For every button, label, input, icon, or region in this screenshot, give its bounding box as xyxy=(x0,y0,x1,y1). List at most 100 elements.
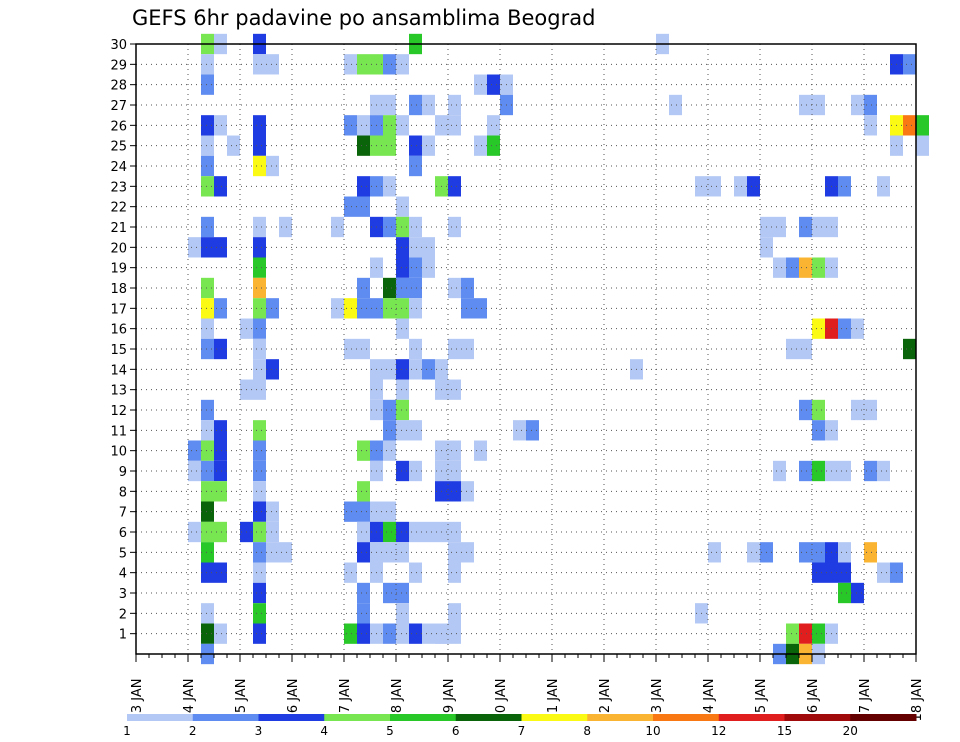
heatmap-cell xyxy=(214,338,227,360)
heatmap-cell xyxy=(201,603,214,624)
heatmap-cell xyxy=(799,460,812,482)
heatmap-cell xyxy=(253,277,266,299)
heatmap-cell xyxy=(253,298,266,319)
heatmap-cell xyxy=(396,623,409,644)
y-tick-label: 19 xyxy=(110,262,127,277)
heatmap-cell xyxy=(201,298,214,319)
heatmap-cell xyxy=(786,257,799,278)
heatmap-cell xyxy=(409,257,422,278)
y-tick-label: 28 xyxy=(110,79,127,94)
y-tick-label: 1 xyxy=(119,628,127,643)
heatmap-cell xyxy=(903,338,916,360)
heatmap-cell xyxy=(253,338,266,360)
heatmap-cell xyxy=(201,623,214,644)
heatmap-cell xyxy=(201,318,214,339)
heatmap-cell xyxy=(201,481,227,502)
heatmap-cell xyxy=(396,582,409,604)
y-tick-label: 12 xyxy=(110,404,127,419)
x-tick-label: 07 JAN xyxy=(338,679,353,722)
heatmap-cell xyxy=(240,379,266,400)
heatmap-cell xyxy=(357,176,370,197)
heatmap-cell xyxy=(253,582,266,604)
heatmap-cell xyxy=(448,216,461,238)
legend-swatch xyxy=(784,714,851,721)
heatmap-cell xyxy=(331,216,344,238)
heatmap-cell xyxy=(877,176,890,197)
heatmap-cell xyxy=(188,521,201,543)
y-tick-label: 24 xyxy=(110,160,127,175)
heatmap-cell xyxy=(396,115,409,136)
heatmap-cell xyxy=(201,115,214,136)
heatmap-cell xyxy=(773,460,786,482)
heatmap-cell xyxy=(799,257,812,278)
legend-label: 20 xyxy=(843,724,858,738)
heatmap-cell xyxy=(396,379,409,400)
heatmap-cell xyxy=(357,115,370,136)
y-tick-label: 25 xyxy=(110,140,127,155)
y-tick-label: 13 xyxy=(110,384,127,399)
legend-label: 12 xyxy=(711,724,726,738)
heatmap-cell xyxy=(370,135,396,156)
heatmap-cell xyxy=(214,176,227,197)
heatmap-cell xyxy=(383,420,396,441)
heatmap-cell xyxy=(409,521,461,543)
x-tick-label: 18 JAN xyxy=(910,679,925,722)
heatmap-cell xyxy=(383,521,396,543)
heatmap-cell xyxy=(877,460,890,482)
heatmap-cell xyxy=(916,135,929,156)
heatmap-cell xyxy=(474,74,487,95)
heatmap-cell xyxy=(851,94,864,116)
heatmap-cell xyxy=(396,420,409,441)
heatmap-cell xyxy=(435,481,461,502)
heatmap-cell xyxy=(214,623,227,644)
x-tick-label: 06 JAN xyxy=(286,679,301,722)
heatmap-cell xyxy=(357,603,370,624)
heatmap-cell xyxy=(474,440,487,461)
heatmap-cell xyxy=(253,460,266,482)
heatmap-cell xyxy=(799,623,812,644)
heatmap-cell xyxy=(487,135,500,156)
heatmap-cell xyxy=(279,216,292,238)
heatmap-cell xyxy=(812,399,825,421)
x-tick-label: 03 JAN xyxy=(130,679,145,722)
heatmap-cell xyxy=(695,176,721,197)
heatmap-cell xyxy=(201,216,214,238)
heatmap-cell xyxy=(903,115,916,136)
x-tick-label: 13 JAN xyxy=(650,679,665,722)
heatmap-cell xyxy=(799,399,812,421)
heatmap-cell xyxy=(396,216,409,238)
heatmap-cell xyxy=(409,155,422,177)
heatmap-cell xyxy=(409,338,422,360)
heatmap-cell xyxy=(409,135,422,156)
heatmap-cell xyxy=(903,54,916,75)
y-axis: 1234567891011121314151617181920212223242… xyxy=(110,38,136,643)
heatmap-cell xyxy=(409,460,422,482)
heatmap-cell xyxy=(396,196,409,217)
heatmap-cell xyxy=(201,135,214,156)
heatmap-cell xyxy=(448,176,461,197)
heatmap-cell xyxy=(851,582,864,604)
y-tick-label: 30 xyxy=(110,38,127,53)
heatmap-cell xyxy=(708,542,721,563)
heatmap-cell xyxy=(201,155,214,177)
heatmap-cell xyxy=(188,460,201,482)
heatmap-cell xyxy=(396,460,409,482)
x-tick-label: 15 JAN xyxy=(754,679,769,722)
heatmap-cell xyxy=(253,216,266,238)
heatmap-cell xyxy=(357,521,370,543)
y-tick-label: 21 xyxy=(110,221,127,236)
heatmap-cell xyxy=(214,420,227,441)
heatmap-cell xyxy=(812,542,825,563)
heatmap-cell xyxy=(864,542,877,563)
legend-swatch xyxy=(653,714,720,721)
y-tick-label: 27 xyxy=(110,99,127,114)
heatmap-cell xyxy=(409,216,422,238)
x-tick-label: 16 JAN xyxy=(806,679,821,722)
y-tick-label: 7 xyxy=(119,506,127,521)
heatmap-cell xyxy=(396,359,409,380)
heatmap-cell xyxy=(266,501,279,522)
heatmap-cell xyxy=(188,237,201,258)
x-tick-label: 05 JAN xyxy=(234,679,249,722)
heatmap-cell xyxy=(253,318,266,339)
